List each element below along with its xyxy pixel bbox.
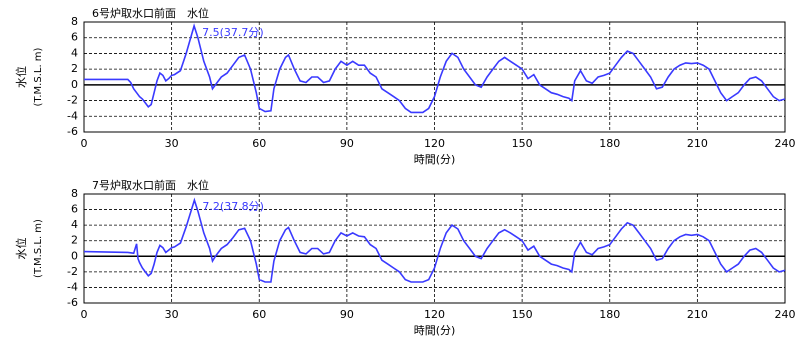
- y-tick-label: 8: [71, 187, 78, 200]
- y-tick-label: -6: [67, 125, 78, 138]
- y-tick-label: -4: [67, 109, 78, 122]
- y-tick-label: 8: [71, 15, 78, 28]
- y-tick-label: -4: [67, 280, 78, 293]
- x-tick-label: 120: [424, 137, 445, 150]
- y-tick-label: 4: [71, 46, 78, 59]
- y-tick-label: 6: [71, 203, 78, 216]
- x-tick-label: 0: [81, 137, 88, 150]
- plot-frame: [83, 21, 786, 133]
- x-tick-label: 120: [424, 308, 445, 321]
- x-tick-label: 0: [81, 308, 88, 321]
- y-tick-label: 6: [71, 31, 78, 44]
- chart-title: 6号炉取水口前面 水位: [92, 6, 209, 20]
- data-line: [83, 197, 786, 283]
- chart-title: 7号炉取水口前面 水位: [92, 178, 209, 192]
- x-tick-label: 30: [165, 308, 179, 321]
- y-axis-label: 水位: [14, 66, 28, 88]
- x-tick-label: 210: [687, 137, 708, 150]
- x-tick-label: 180: [599, 308, 620, 321]
- x-tick-label: 180: [599, 137, 620, 150]
- annotation: 7.2(37.8分): [202, 200, 264, 213]
- x-tick-label: 150: [512, 308, 533, 321]
- x-tick-label: 30: [165, 137, 179, 150]
- x-tick-label: 240: [775, 308, 796, 321]
- y-tick-label: 4: [71, 218, 78, 231]
- y-axis-unit: (T.M.S.L. m): [33, 47, 44, 106]
- x-axis-label: 時間(分): [414, 153, 456, 166]
- y-tick-label: 2: [71, 62, 78, 75]
- y-tick-label: 2: [71, 234, 78, 247]
- annotation: 7.5(37.7分): [202, 26, 264, 39]
- y-tick-label: -2: [67, 94, 78, 107]
- x-tick-label: 60: [252, 137, 266, 150]
- x-axis-label: 時間(分): [414, 324, 456, 337]
- x-tick-label: 210: [687, 308, 708, 321]
- x-tick-label: 90: [340, 137, 354, 150]
- y-axis-label: 水位: [14, 238, 28, 260]
- y-axis-unit: (T.M.S.L. m): [33, 219, 44, 278]
- y-tick-label: -2: [67, 265, 78, 278]
- y-tick-label: -6: [67, 296, 78, 309]
- plot-frame: [83, 193, 786, 304]
- data-line: [84, 23, 786, 114]
- y-tick-label: 0: [71, 249, 78, 262]
- x-tick-label: 240: [775, 137, 796, 150]
- y-tick-label: 0: [71, 78, 78, 91]
- x-tick-label: 90: [340, 308, 354, 321]
- x-tick-label: 60: [252, 308, 266, 321]
- x-tick-label: 150: [512, 137, 533, 150]
